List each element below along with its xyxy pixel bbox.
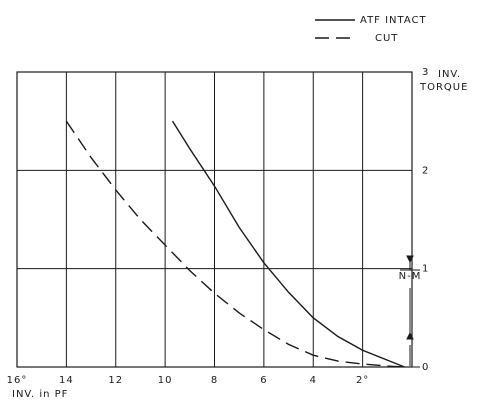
y-axis-label: TORQUE <box>419 82 468 93</box>
y-tick-label: 3 <box>422 67 429 78</box>
x-tick-label: 8 <box>211 375 218 386</box>
y-axis-label: INV. <box>438 69 461 80</box>
x-tick-label: 4 <box>310 375 317 386</box>
x-tick-label: 16° <box>7 375 28 386</box>
y-tick-label: 2 <box>422 165 429 176</box>
x-tick-label: 2° <box>356 375 369 386</box>
y-tick-label: 0 <box>422 362 429 373</box>
legend-label: ATF INTACT <box>360 15 427 26</box>
x-tick-label: 10 <box>158 375 173 386</box>
series-line <box>65 120 405 368</box>
legend-label: CUT <box>375 33 398 44</box>
y-unit: N-M <box>399 271 422 282</box>
series-line <box>171 120 405 368</box>
y-tick-label: 1 <box>422 264 429 275</box>
x-tick-label: 12 <box>108 375 123 386</box>
x-tick-label: 14 <box>59 375 74 386</box>
x-tick-label: 6 <box>260 375 267 386</box>
x-axis-label: INV. in PF <box>12 389 68 400</box>
